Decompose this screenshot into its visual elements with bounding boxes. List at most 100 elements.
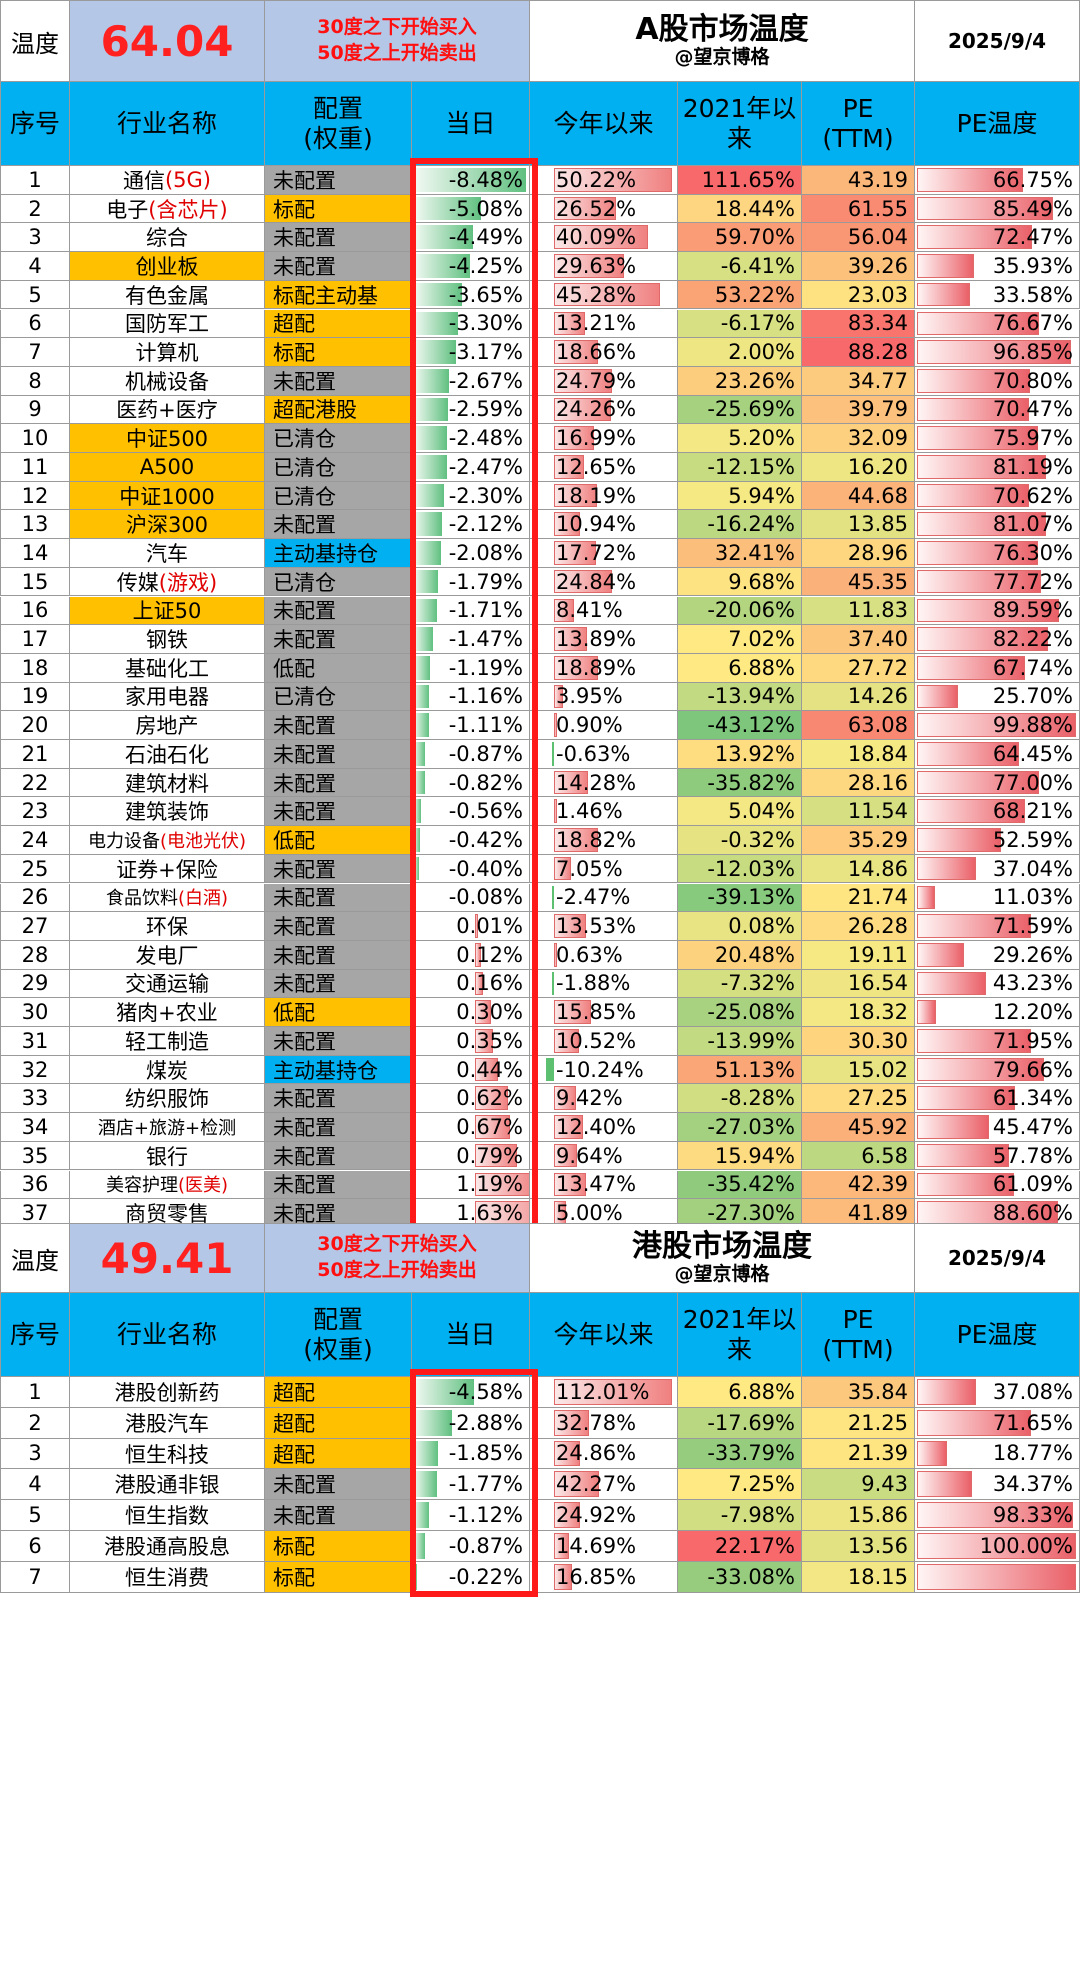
ytd-bar (554, 1143, 577, 1168)
industry-name: 通信 (5G) (70, 166, 265, 195)
ytd-bar (554, 1379, 672, 1405)
allocation-cell: 低配 (265, 826, 412, 855)
pe-ttm: 83.34 (802, 309, 915, 339)
table-row: 5 恒生指数 未配置 -1.12% 24.92% -7.98% 15.86 98.33% (0, 1500, 1080, 1531)
daily-value: -0.56% (448, 799, 523, 824)
pe-ttm: 32.09 (802, 424, 915, 453)
pe-temp-bar (917, 1502, 1074, 1528)
ytd-change: 17.72% (530, 539, 678, 568)
since-2021: 7.25% (678, 1469, 802, 1501)
ytd-bar (554, 1440, 581, 1467)
allocation-cell: 超配港股 (265, 395, 412, 425)
daily-bar (414, 225, 474, 250)
ytd-value: 24.92% (556, 1503, 637, 1528)
row-number: 3 (0, 223, 70, 253)
industry-label: 汽车 (146, 541, 188, 566)
temp-label: 温度 (11, 29, 59, 58)
ytd-value: 13.53% (556, 914, 637, 939)
pe-temp-bar (917, 942, 964, 967)
industry-label: 港股创新药 (114, 1380, 220, 1405)
table-row: 23 建筑装饰 未配置 -0.56% 1.46% 5.04% 11.54 68.21% (0, 797, 1080, 827)
daily-value: -1.85% (448, 1441, 523, 1466)
temp-value: 49.41 (100, 1233, 234, 1283)
allocation-cell: 低配 (265, 998, 412, 1027)
author: @望京博格 (674, 46, 770, 69)
daily-bar (475, 1172, 529, 1197)
industry-name: 有色金属 (70, 280, 265, 310)
pe-ttm: 11.83 (802, 596, 915, 626)
row-number: 2 (0, 194, 70, 224)
industry-note: (游戏) (158, 570, 218, 595)
industry-label: 酒店+旅游+检测 (97, 1117, 237, 1139)
ytd-value: 18.82% (556, 827, 637, 852)
pe-temperature: 29.26% (915, 940, 1080, 970)
daily-change: -1.11% (412, 711, 530, 740)
allocation-cell: 未配置 (265, 510, 412, 540)
title-cell: 30度之下开始买入 50度之上开始卖出 (265, 1223, 530, 1293)
table-row: 14 汽车 主动基持仓 -2.08% 17.72% 32.41% 28.96 76.30% (0, 539, 1080, 568)
pe-temp-value: 66.75% (992, 167, 1073, 192)
industry-name: 机械设备 (70, 366, 265, 396)
pe-temp-value: 76.67% (992, 311, 1073, 336)
pe-ttm: 28.16 (802, 768, 915, 798)
pe-temperature: 76.30% (915, 539, 1080, 568)
report-date: 2025/9/4 (947, 29, 1047, 53)
row-number: 3 (0, 1438, 70, 1470)
daily-change: -2.47% (412, 453, 530, 482)
row-number: 35 (0, 1141, 70, 1171)
daily-value: -4.58% (448, 1379, 523, 1404)
row-number: 23 (0, 797, 70, 827)
since-2021: 2.00% (678, 338, 802, 367)
daily-value: -1.16% (448, 684, 523, 709)
allocation-cell: 主动基持仓 (265, 1055, 412, 1085)
since-2021: -27.03% (678, 1113, 802, 1142)
pe-ttm: 14.86 (802, 854, 915, 884)
allocation-cell: 未配置 (265, 1469, 412, 1501)
daily-bar (414, 1409, 453, 1436)
daily-change: -1.79% (412, 567, 530, 597)
pe-temp-bar (917, 856, 976, 881)
pe-temp-bar (917, 828, 1001, 852)
table-row: 31 轻工制造 未配置 0.35% 10.52% -13.99% 30.30 71.95% (0, 1027, 1080, 1056)
row-number: 9 (0, 395, 70, 425)
title-cell: 49.41 (70, 1223, 265, 1293)
pe-ttm: 23.03 (802, 280, 915, 310)
row-number: 6 (0, 1531, 70, 1562)
since-2021: -33.08% (678, 1561, 802, 1593)
table-row: 19 家用电器 已清仓 -1.16% 3.95% -13.94% 14.26 25.70% (0, 682, 1080, 712)
table-row: 26 食品饮料 (白酒) 未配置 -0.08% -2.47% -39.13% 21.74 11.… (0, 883, 1080, 913)
ytd-change: 14.28% (530, 768, 678, 798)
daily-bar (414, 541, 442, 565)
ytd-value: 112.01% (556, 1379, 650, 1404)
daily-bar (414, 196, 482, 221)
pe-ttm: 45.35 (802, 567, 915, 597)
pe-ttm: 39.79 (802, 395, 915, 425)
since-2021: 32.41% (678, 539, 802, 568)
daily-bar (414, 885, 416, 910)
column-header: 配置 (权重) (265, 1293, 412, 1377)
pe-temp-value: 82.22% (992, 627, 1073, 652)
ytd-value: 8.41% (556, 598, 623, 623)
row-number: 7 (0, 1561, 70, 1593)
ytd-value: 0.90% (556, 713, 623, 738)
daily-bar (414, 1440, 439, 1467)
pe-temperature: 96.85% (915, 338, 1080, 367)
industry-name: 发电厂 (70, 940, 265, 970)
pe-temp-bar (917, 799, 1026, 824)
ytd-change: 12.40% (530, 1113, 678, 1142)
industry-label: 发电厂 (135, 943, 199, 968)
pe-ttm: 19.11 (802, 940, 915, 970)
industry-name: 酒店+旅游+检测 (70, 1113, 265, 1142)
ytd-bar (554, 1172, 586, 1197)
ytd-value: 7.05% (556, 856, 623, 881)
daily-change: -1.47% (412, 625, 530, 654)
ytd-change: 50.22% (530, 166, 678, 195)
daily-bar (414, 1471, 438, 1498)
table-row: 5 有色金属 标配主动基 -3.65% 45.28% 53.22% 23.03 33.58% (0, 280, 1080, 310)
since-2021: -25.08% (678, 998, 802, 1027)
industry-name: 汽车 (70, 539, 265, 568)
daily-change: 1.63% (412, 1199, 530, 1228)
title-cell: 2025/9/4 (915, 1223, 1080, 1293)
pe-ttm: 26.28 (802, 912, 915, 941)
pe-ttm: 27.25 (802, 1084, 915, 1114)
